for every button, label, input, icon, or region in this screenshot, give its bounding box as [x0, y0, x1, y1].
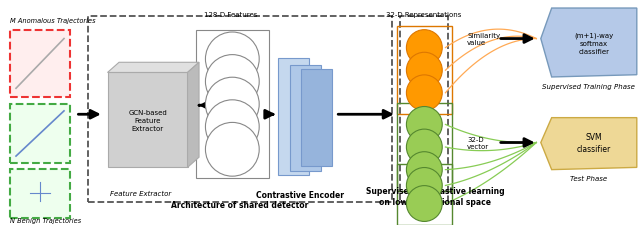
- Text: SVM
classifier: SVM classifier: [577, 133, 611, 153]
- Ellipse shape: [406, 31, 442, 66]
- Text: Feature Extractor: Feature Extractor: [110, 190, 172, 196]
- Ellipse shape: [205, 55, 259, 109]
- Text: 32-D Representations: 32-D Representations: [387, 12, 461, 18]
- Bar: [290, 65, 321, 171]
- Bar: [278, 58, 309, 176]
- Polygon shape: [188, 63, 199, 168]
- Bar: [10, 30, 70, 98]
- Bar: [10, 169, 70, 218]
- Bar: [397, 164, 452, 225]
- Bar: [400, 17, 448, 203]
- Ellipse shape: [205, 100, 259, 154]
- Ellipse shape: [406, 107, 442, 143]
- Ellipse shape: [205, 123, 259, 176]
- Text: Contrastive Encoder: Contrastive Encoder: [255, 190, 344, 199]
- Text: Test Phase: Test Phase: [570, 176, 607, 182]
- Text: Supervised Training Phase: Supervised Training Phase: [542, 83, 636, 89]
- Bar: [397, 27, 452, 115]
- Ellipse shape: [406, 168, 442, 203]
- Text: M Anomalous Trajectories: M Anomalous Trajectories: [10, 18, 95, 24]
- Text: 32-D
vector: 32-D vector: [467, 136, 490, 150]
- Bar: [397, 104, 452, 191]
- Polygon shape: [108, 63, 199, 73]
- Text: Similarity
value: Similarity value: [467, 33, 500, 46]
- Ellipse shape: [406, 130, 442, 165]
- Ellipse shape: [205, 33, 259, 86]
- Text: (m+1)-way
softmax
classifier: (m+1)-way softmax classifier: [574, 32, 614, 54]
- Polygon shape: [541, 118, 637, 170]
- Text: Architecture of shared detector: Architecture of shared detector: [172, 200, 308, 209]
- Text: N Benign Trajectories: N Benign Trajectories: [10, 217, 81, 223]
- Bar: [301, 70, 332, 166]
- Ellipse shape: [205, 78, 259, 131]
- Ellipse shape: [406, 76, 442, 111]
- Ellipse shape: [406, 186, 442, 221]
- Bar: [108, 73, 188, 168]
- Text: Supervised contrastive learning
on low-dimensional space: Supervised contrastive learning on low-d…: [366, 186, 504, 206]
- Bar: [196, 31, 269, 179]
- Polygon shape: [541, 9, 637, 78]
- Ellipse shape: [406, 53, 442, 89]
- Bar: [88, 17, 392, 203]
- Text: 128-D Features: 128-D Features: [204, 12, 257, 18]
- Text: GCN-based
Feature
Extractor: GCN-based Feature Extractor: [128, 109, 167, 131]
- Ellipse shape: [406, 152, 442, 188]
- Bar: [10, 105, 70, 163]
